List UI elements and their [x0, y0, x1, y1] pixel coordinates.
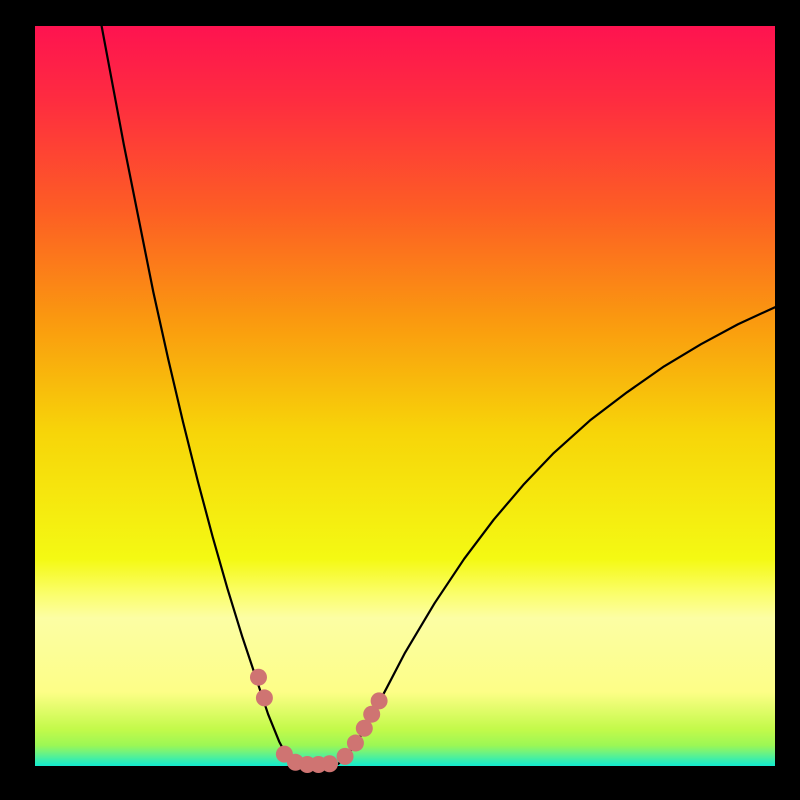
- data-marker: [337, 748, 354, 765]
- data-marker: [371, 692, 388, 709]
- data-marker: [347, 735, 364, 752]
- data-marker: [256, 689, 273, 706]
- data-marker: [250, 669, 267, 686]
- bottleneck-chart: [0, 0, 800, 800]
- chart-container: TheBottleneck.com: [0, 0, 800, 800]
- data-marker: [321, 755, 338, 772]
